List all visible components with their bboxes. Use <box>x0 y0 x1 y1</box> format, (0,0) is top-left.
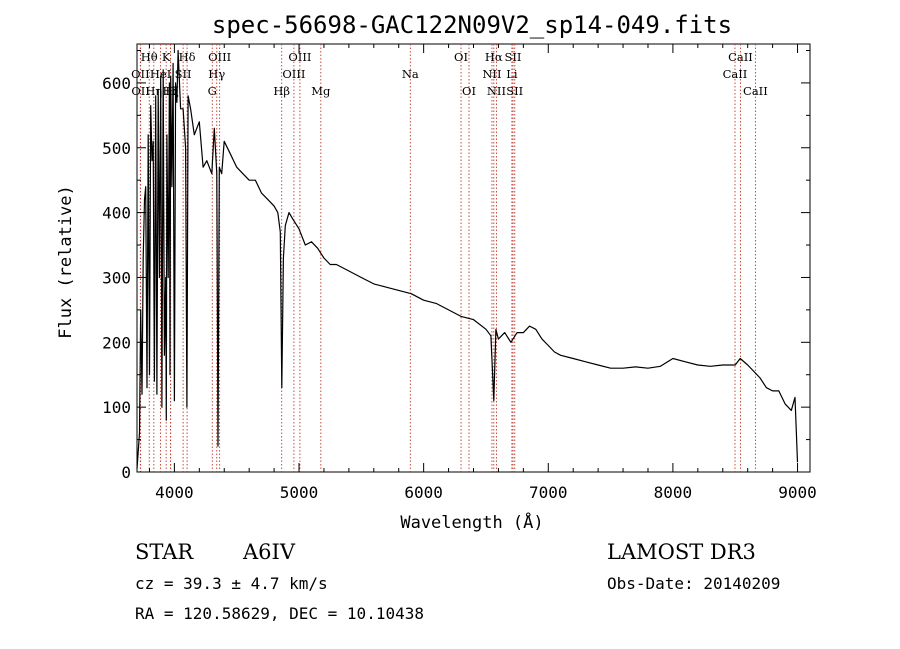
line-label-22: NII <box>487 84 506 98</box>
line-label-3: Hη <box>145 84 162 98</box>
y-tick-label-0: 0 <box>121 463 131 482</box>
y-tick-label-6: 600 <box>102 74 131 93</box>
y-axis-label: Flux (relative) <box>56 185 76 339</box>
line-label-17: Na <box>402 67 419 81</box>
line-label-10: OIII <box>208 50 231 64</box>
line-label-2: OII <box>131 84 150 98</box>
x-tick-label-4: 8000 <box>654 483 693 502</box>
spectral-line-markers <box>139 44 756 472</box>
x-tick-label-2: 6000 <box>404 483 443 502</box>
x-tick-label-5: 9000 <box>778 483 817 502</box>
line-label-27: CaII <box>723 67 748 81</box>
x-axis-label: Wavelength (Å) <box>400 511 543 533</box>
line-label-13: Hβ <box>273 84 290 98</box>
line-label-14: OIII <box>288 50 311 64</box>
line-label-25: SII <box>506 84 523 98</box>
line-label-0: Hθ <box>141 50 158 64</box>
object-class: STAR <box>135 540 194 564</box>
plot-frame <box>136 43 811 473</box>
y-axis-ticks: 0 100 200 300 400 500 600 <box>102 49 810 482</box>
line-label-1: OII <box>131 67 150 81</box>
y-tick-label-5: 500 <box>102 139 131 158</box>
line-label-18: OI <box>454 50 468 64</box>
survey-name: LAMOST DR3 <box>607 540 756 564</box>
x-tick-label-3: 7000 <box>529 483 568 502</box>
redshift-velocity: cz = 39.3 ± 4.7 km/s <box>135 574 328 593</box>
line-label-16: Mg <box>311 84 331 98</box>
line-label-26: CaII <box>728 50 753 64</box>
line-label-5: K <box>162 50 171 64</box>
line-label-11: Hγ <box>208 67 225 81</box>
line-label-24: Li <box>506 67 518 81</box>
line-label-28: CaII <box>743 84 768 98</box>
object-subclass: A6IV <box>243 540 295 564</box>
line-label-12: G <box>208 84 217 98</box>
x-tick-label-1: 5000 <box>280 483 319 502</box>
flux-series-line <box>136 49 799 469</box>
line-label-8: Hδ <box>179 50 196 64</box>
observation-date: Obs-Date: 20140209 <box>607 574 781 593</box>
y-tick-label-3: 300 <box>102 268 131 287</box>
line-label-20: Hα <box>485 50 503 64</box>
y-tick-label-2: 200 <box>102 333 131 352</box>
x-axis-ticks: 4000 5000 6000 7000 8000 9000 <box>148 44 817 502</box>
x-tick-label-0: 4000 <box>155 483 194 502</box>
y-tick-label-4: 400 <box>102 204 131 223</box>
line-label-21: NII <box>482 67 501 81</box>
line-label-19: OI <box>462 84 476 98</box>
chart-title: spec-56698-GAC122N09V2_sp14-049.fits <box>212 11 732 39</box>
line-label-4: HeI <box>150 67 171 81</box>
line-label-23: SII <box>505 50 522 64</box>
coordinates: RA = 120.58629, DEC = 10.10438 <box>135 604 424 623</box>
y-tick-label-1: 100 <box>102 398 131 417</box>
line-label-15: OIII <box>282 67 305 81</box>
